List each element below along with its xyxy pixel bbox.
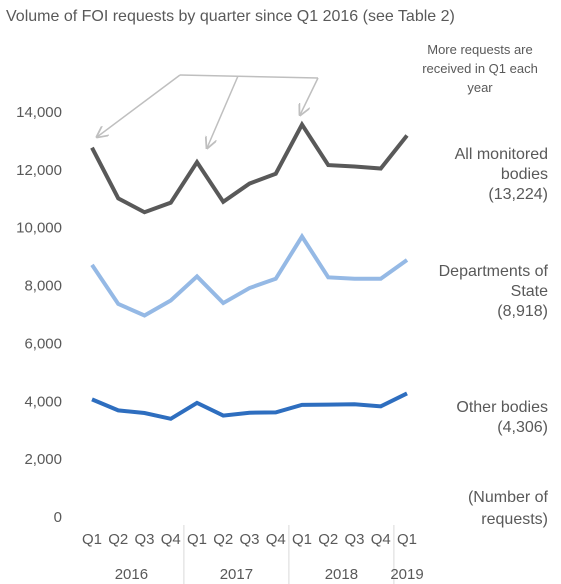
y-tick-label: 6,000 — [24, 335, 62, 352]
y-tick-label: 2,000 — [24, 451, 62, 468]
x-tick-label: Q1 — [397, 531, 417, 548]
x-tick-label: Q1 — [187, 531, 207, 548]
year-label: 2017 — [220, 566, 253, 583]
value-label: (13,224) — [488, 186, 548, 203]
annotation-line — [179, 74, 319, 79]
x-tick-label: Q4 — [266, 531, 286, 548]
series-label: All monitored bodies — [454, 146, 548, 183]
y-tick-label: 0 — [54, 509, 62, 526]
annotation-arrow — [300, 77, 319, 115]
x-tick-label: Q3 — [239, 531, 259, 548]
y-tick-label: 8,000 — [24, 278, 62, 295]
year-label: 2018 — [325, 566, 358, 583]
series-line — [90, 232, 409, 318]
annotation-arrow — [207, 75, 239, 148]
x-tick-label: Q2 — [213, 531, 233, 548]
y-tick-label: 14,000 — [16, 104, 62, 121]
x-tick-label: Q3 — [344, 531, 364, 548]
year-label: 2016 — [115, 566, 148, 583]
x-tick-label: Q1 — [82, 531, 102, 548]
annotation-arrow — [97, 74, 181, 137]
value-label: (4,306) — [497, 419, 548, 436]
series-label: Other bodies — [456, 399, 548, 416]
y-tick-label: 10,000 — [16, 220, 62, 237]
series-line — [91, 391, 408, 421]
x-tick-label: Q1 — [292, 531, 312, 548]
y-tick-label: 4,000 — [24, 393, 62, 410]
y-tick-label: 12,000 — [16, 162, 62, 179]
x-tick-label: Q4 — [161, 531, 181, 548]
y-axis-label: (Number of requests) — [467, 489, 548, 528]
x-tick-label: Q3 — [134, 531, 154, 548]
annotation: More requests are received in Q1 each ye… — [422, 42, 538, 95]
x-tick-label: Q2 — [318, 531, 338, 548]
series-line — [90, 120, 409, 215]
chart-title: Volume of FOI requests by quarter since … — [6, 8, 455, 25]
value-label: (8,918) — [497, 303, 548, 320]
x-tick-label: Q4 — [371, 531, 391, 548]
year-label: 2019 — [390, 566, 423, 583]
x-tick-label: Q2 — [108, 531, 128, 548]
series-label: Departments of State — [438, 263, 548, 300]
